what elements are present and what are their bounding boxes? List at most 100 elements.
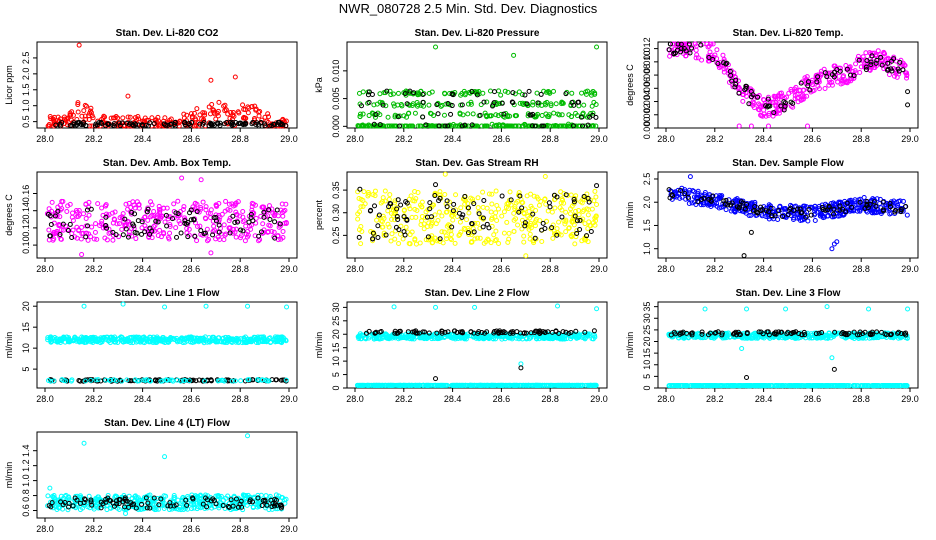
data-point bbox=[164, 205, 170, 211]
data-point bbox=[741, 253, 747, 259]
data-point bbox=[151, 228, 157, 234]
data-point bbox=[244, 234, 250, 240]
data-point bbox=[382, 198, 388, 204]
data-point bbox=[723, 197, 729, 203]
y-tick-label: 25 bbox=[642, 325, 652, 335]
y-axis-label: ml/min bbox=[625, 332, 635, 359]
data-point bbox=[91, 236, 97, 242]
data-point bbox=[904, 75, 910, 81]
data-point bbox=[380, 102, 386, 108]
data-point bbox=[258, 229, 264, 235]
data-point bbox=[480, 215, 486, 221]
data-point bbox=[549, 225, 555, 231]
data-point bbox=[119, 226, 125, 232]
data-point bbox=[248, 215, 254, 221]
data-point bbox=[798, 97, 804, 103]
data-point bbox=[260, 335, 266, 341]
data-point bbox=[89, 336, 95, 342]
data-point bbox=[93, 121, 99, 127]
data-point bbox=[530, 382, 536, 388]
data-point bbox=[56, 119, 62, 125]
data-point bbox=[409, 336, 415, 342]
data-point bbox=[716, 205, 722, 211]
data-point bbox=[524, 193, 530, 199]
data-point bbox=[139, 225, 145, 231]
x-tick-label: 28.0 bbox=[346, 134, 364, 144]
data-point bbox=[169, 377, 175, 383]
x-tick-label: 28.0 bbox=[657, 394, 675, 404]
data-point bbox=[792, 96, 798, 102]
data-point bbox=[389, 123, 395, 129]
data-point bbox=[905, 102, 911, 108]
data-point bbox=[49, 199, 55, 205]
x-tick-label: 28.2 bbox=[395, 134, 413, 144]
data-point bbox=[132, 335, 138, 341]
data-point bbox=[85, 237, 91, 243]
data-point bbox=[402, 123, 408, 129]
data-point bbox=[572, 241, 578, 247]
data-point bbox=[496, 88, 502, 94]
data-point bbox=[395, 197, 401, 203]
data-point bbox=[427, 206, 433, 212]
data-point bbox=[679, 194, 685, 200]
chart-title: Stan. Dev. Li-820 Pressure bbox=[415, 28, 540, 39]
data-point bbox=[448, 237, 454, 243]
data-point bbox=[249, 204, 255, 210]
data-point bbox=[372, 114, 378, 120]
data-point bbox=[880, 199, 886, 205]
data-point bbox=[188, 111, 194, 117]
data-point bbox=[197, 223, 203, 229]
data-point bbox=[493, 336, 499, 342]
data-point bbox=[768, 205, 774, 211]
data-point bbox=[260, 221, 266, 227]
data-point bbox=[252, 103, 258, 109]
data-point bbox=[283, 377, 289, 383]
data-point bbox=[122, 223, 128, 229]
data-point bbox=[79, 252, 85, 258]
data-point bbox=[765, 96, 771, 102]
data-point bbox=[525, 213, 531, 219]
data-point bbox=[537, 218, 543, 224]
data-point bbox=[539, 123, 545, 129]
data-point bbox=[232, 220, 238, 226]
data-point bbox=[357, 111, 363, 117]
data-point bbox=[120, 115, 126, 121]
data-point bbox=[580, 382, 586, 388]
data-point bbox=[74, 122, 80, 128]
data-point bbox=[246, 377, 252, 383]
series-ambient bbox=[363, 328, 597, 382]
data-point bbox=[81, 108, 87, 114]
data-point bbox=[512, 91, 518, 97]
data-point bbox=[123, 226, 129, 232]
data-point bbox=[125, 339, 131, 345]
data-point bbox=[803, 214, 809, 220]
y-tick-label: 0 bbox=[331, 385, 341, 390]
data-point bbox=[563, 209, 569, 215]
data-point bbox=[514, 329, 520, 335]
data-point bbox=[453, 382, 459, 388]
data-point bbox=[75, 102, 81, 108]
data-point bbox=[133, 236, 139, 242]
data-point bbox=[376, 212, 382, 218]
data-point bbox=[267, 335, 273, 341]
data-point bbox=[885, 55, 891, 61]
data-point bbox=[740, 98, 746, 104]
data-point bbox=[277, 339, 283, 345]
data-point bbox=[683, 53, 689, 59]
data-point bbox=[875, 48, 881, 54]
data-point bbox=[474, 89, 480, 95]
data-point bbox=[127, 339, 133, 345]
data-point bbox=[433, 44, 439, 50]
data-point bbox=[421, 221, 427, 227]
y-tick-label: 0.35 bbox=[331, 181, 341, 199]
data-point bbox=[459, 330, 465, 336]
y-tick-label: 1.0 bbox=[642, 242, 652, 255]
y-tick-label: 0.25 bbox=[331, 227, 341, 245]
data-point bbox=[542, 174, 548, 180]
data-point bbox=[355, 216, 361, 222]
data-point bbox=[452, 328, 458, 334]
data-point bbox=[399, 382, 405, 388]
data-point bbox=[201, 119, 207, 125]
data-point bbox=[450, 382, 456, 388]
x-tick-label: 29.0 bbox=[901, 394, 919, 404]
